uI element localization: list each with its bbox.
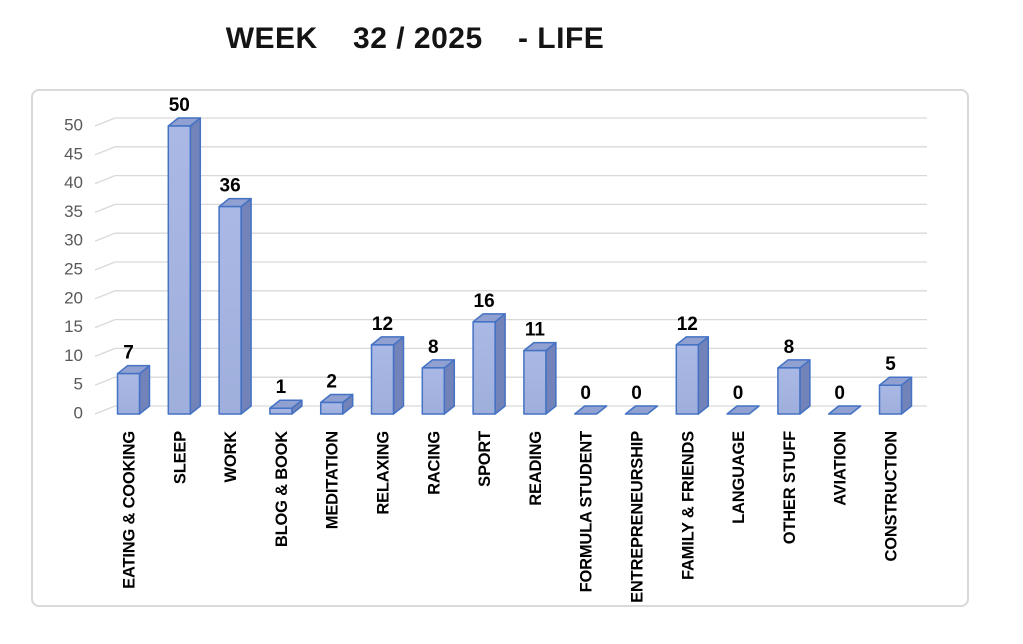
bar-value-label: 12 [372, 314, 393, 335]
bar-work[interactable] [218, 197, 252, 415]
x-axis-category-label: ENTREPRENEURSHIP [629, 431, 647, 603]
x-axis-category-label: SPORT [476, 431, 494, 487]
x-axis-category-label: OTHER STUFF [781, 431, 799, 544]
bar-value-label: 2 [326, 371, 337, 392]
x-axis-category-label: FAMILY & FRIENDS [679, 431, 697, 580]
gridline [94, 117, 927, 127]
y-axis-tick-label: 45 [64, 144, 83, 163]
x-axis-category-label: SLEEP [171, 431, 189, 484]
bar-value-label: 0 [733, 383, 744, 404]
gridline [94, 174, 927, 185]
y-axis-tick-label: 25 [64, 259, 83, 278]
x-axis-category-label: EATING & COOKING [121, 431, 139, 589]
x-axis-category-label: LANGUAGE [730, 431, 748, 524]
y-axis-tick-label: 15 [64, 317, 83, 336]
gridline [94, 203, 927, 214]
x-axis-category-label: AVIATION [832, 431, 850, 506]
x-axis-category-label: READING [527, 431, 545, 506]
y-axis-tick-label: 30 [64, 231, 83, 250]
y-axis-tick-label: 0 [74, 403, 83, 422]
bar-value-label: 50 [169, 95, 190, 116]
bar-value-label: 8 [784, 337, 795, 358]
bar-reading[interactable] [523, 341, 557, 415]
gridline [94, 347, 927, 358]
bar-racing[interactable] [421, 359, 456, 415]
bar-value-label: 12 [677, 314, 698, 335]
gridline [94, 290, 927, 300]
bar-language[interactable] [726, 405, 760, 415]
chart-area[interactable]: 0 5 10 15 20 25 30 35 40 45 50 7 EATING & COOKING 50 S… [31, 89, 969, 607]
bar-value-label: 8 [428, 337, 439, 358]
gridline [94, 232, 927, 242]
y-axis-tick-label: 10 [64, 346, 83, 365]
bar-entrepreneurship[interactable] [624, 405, 659, 415]
x-axis-category-label: CONSTRUCTION [883, 431, 901, 562]
y-axis-tick-label: 40 [64, 173, 83, 192]
y-axis-tick-label: 50 [64, 115, 83, 134]
bar-value-label: 0 [834, 383, 845, 404]
bar-value-label: 1 [276, 377, 287, 398]
gridline [94, 376, 927, 386]
x-axis-category-label: MEDITATION [324, 431, 342, 529]
bar-value-label: 36 [220, 176, 241, 197]
y-axis-tick-label: 20 [64, 288, 83, 307]
y-axis-tick-label: 5 [74, 375, 83, 394]
bar-value-label: 0 [580, 383, 591, 404]
bar-value-label: 7 [123, 343, 134, 364]
bar-meditation[interactable] [319, 393, 354, 415]
bar-aviation[interactable] [827, 405, 862, 415]
bar-eating-cooking[interactable] [116, 364, 151, 415]
bar-construction[interactable] [878, 376, 913, 415]
chart-title: WEEK 32 / 2025 - LIFE [225, 22, 605, 55]
x-axis-category-label: FORMULA STUDENT [578, 431, 596, 592]
bar-value-label: 11 [525, 320, 546, 341]
x-axis-category-label: BLOG & BOOK [273, 431, 291, 547]
bar-sport[interactable] [472, 313, 506, 415]
x-axis-category-label: RACING [425, 431, 443, 495]
y-axis-tick-label: 35 [64, 202, 83, 221]
x-axis-category-label: RELAXING [375, 431, 393, 515]
gridline [94, 318, 927, 329]
bar-formula-student[interactable] [573, 405, 608, 415]
gridline [94, 261, 927, 271]
bar-sleep[interactable] [167, 117, 202, 415]
bar-value-label: 16 [474, 291, 495, 312]
gridline [94, 146, 927, 156]
bar-blog-book[interactable] [269, 399, 303, 415]
x-axis-category-label: WORK [222, 431, 240, 483]
bar-other-stuff[interactable] [777, 359, 811, 415]
bar-family-friends[interactable] [675, 336, 710, 415]
bar-relaxing[interactable] [370, 336, 405, 415]
bar-value-label: 5 [885, 354, 896, 375]
bar-value-label: 0 [631, 383, 642, 404]
